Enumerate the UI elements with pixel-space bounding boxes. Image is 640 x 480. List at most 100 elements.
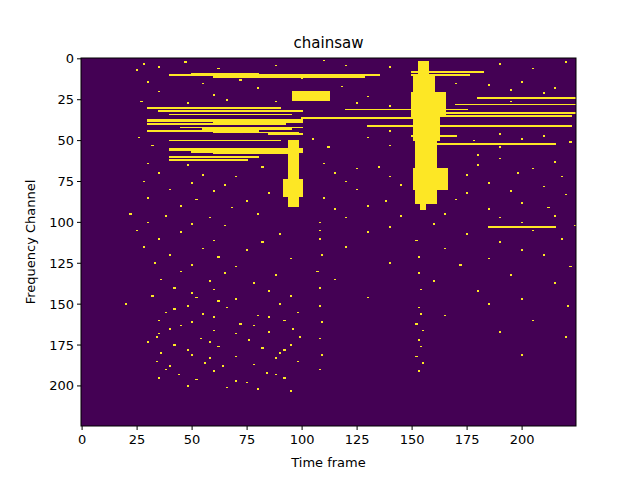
- cell: [301, 78, 303, 80]
- cell: [543, 186, 545, 188]
- x-tick-label: 75: [239, 432, 256, 447]
- x-tick-label: 150: [400, 432, 425, 447]
- cell: [283, 179, 303, 197]
- x-tick: [82, 426, 83, 430]
- cell: [158, 333, 160, 335]
- cell: [213, 240, 215, 242]
- cell: [488, 208, 490, 210]
- cell: [327, 146, 329, 148]
- cell: [323, 60, 325, 62]
- cell: [415, 141, 437, 167]
- cell: [499, 331, 501, 333]
- cell: [477, 290, 479, 292]
- cell: [191, 182, 193, 184]
- cell: [356, 189, 358, 191]
- cell: [319, 369, 321, 371]
- cell: [367, 205, 369, 207]
- cell: [169, 328, 171, 330]
- cell: [147, 123, 286, 125]
- cell: [266, 372, 268, 374]
- cell: [521, 354, 523, 356]
- cell: [261, 347, 263, 349]
- cell: [169, 365, 171, 367]
- cell: [143, 246, 145, 248]
- chart: 0255075100125150175200025507510012515017…: [0, 0, 640, 480]
- cell: [257, 315, 259, 317]
- cell: [488, 258, 490, 260]
- cell: [367, 231, 369, 233]
- x-tick: [247, 426, 248, 430]
- y-tick: [77, 222, 81, 223]
- cell: [517, 172, 519, 174]
- cell: [521, 81, 523, 83]
- cell: [248, 339, 250, 341]
- cell: [147, 222, 149, 224]
- cell: [283, 349, 285, 351]
- cell: [290, 258, 292, 260]
- cell: [156, 336, 158, 338]
- cell: [224, 225, 226, 227]
- cell: [158, 320, 160, 322]
- cell: [321, 354, 323, 356]
- cell: [389, 105, 391, 107]
- cell: [543, 135, 545, 137]
- x-tick-label: 50: [184, 432, 201, 447]
- cell: [246, 200, 248, 202]
- x-tick: [412, 426, 413, 430]
- cell: [268, 316, 270, 318]
- cell: [191, 264, 193, 266]
- cell: [418, 370, 420, 372]
- cell: [213, 330, 215, 332]
- cell: [323, 197, 325, 199]
- cell: [209, 217, 211, 219]
- cell: [312, 138, 314, 140]
- cell: [217, 300, 219, 302]
- cell: [367, 137, 369, 139]
- cell: [290, 390, 292, 392]
- cell: [235, 298, 237, 300]
- cell: [202, 128, 292, 130]
- cell: [499, 146, 501, 148]
- cell: [268, 331, 270, 333]
- cell: [195, 199, 197, 201]
- cell: [389, 176, 391, 178]
- cell: [319, 287, 321, 289]
- cell: [158, 172, 160, 174]
- cell: [413, 76, 435, 92]
- cell: [444, 213, 446, 215]
- cell: [178, 374, 180, 376]
- x-tick: [467, 426, 468, 430]
- cell: [204, 362, 206, 364]
- y-tick-label: 125: [49, 256, 74, 271]
- cell: [202, 174, 204, 176]
- cell: [213, 132, 299, 134]
- x-tick-label: 175: [455, 432, 480, 447]
- cell: [279, 303, 281, 305]
- cell: [554, 87, 556, 89]
- cell: [173, 308, 175, 310]
- x-tick-label: 200: [510, 432, 535, 447]
- cell: [213, 94, 215, 96]
- cell: [261, 166, 263, 168]
- cell: [165, 369, 167, 371]
- cell: [488, 226, 556, 228]
- cell: [169, 156, 259, 158]
- cell: [415, 240, 417, 242]
- cell: [136, 230, 138, 232]
- cell: [160, 279, 162, 281]
- cell: [389, 262, 391, 264]
- cell: [565, 61, 567, 63]
- y-tick: [77, 304, 81, 305]
- cell: [433, 223, 435, 225]
- cell: [147, 197, 149, 199]
- y-tick-label: 200: [49, 378, 74, 393]
- cell: [367, 297, 369, 299]
- cell: [466, 174, 468, 176]
- cell: [136, 69, 138, 71]
- cell: [246, 249, 248, 251]
- cell: [321, 321, 323, 323]
- cell: [554, 282, 556, 284]
- y-tick-label: 175: [49, 338, 74, 353]
- cell: [158, 91, 160, 93]
- cell: [253, 282, 255, 284]
